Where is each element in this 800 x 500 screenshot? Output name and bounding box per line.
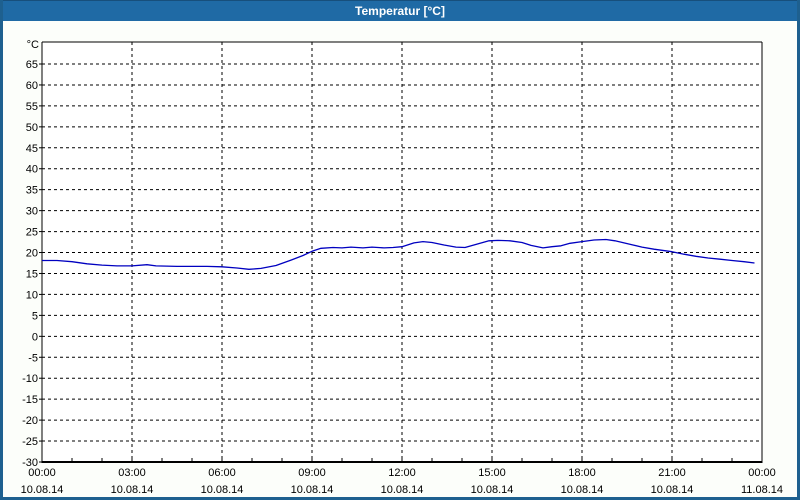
y-tick-label: 65	[26, 59, 38, 71]
plot-border	[41, 41, 763, 463]
window-title: Temperatur [°C]	[355, 4, 445, 18]
y-tick-label: 35	[26, 185, 38, 197]
y-axis-labels: °C65605550454035302520151050-5-10-15-20-…	[22, 39, 39, 469]
y-tick-label: -5	[28, 352, 38, 364]
x-tick-date-label: 10.08.14	[381, 484, 424, 496]
y-tick-label: -20	[22, 415, 38, 427]
x-tick-date-label: 10.08.14	[111, 484, 154, 496]
y-tick-label: 5	[32, 310, 38, 322]
chart-content: °C 65 60 55 50 45 40 35 30 25 20 15 10 5 0 -5 -10 -15 -20-…	[3, 21, 797, 497]
x-tick-time-label: 06:00	[208, 467, 236, 479]
y-tick-label: 55	[26, 101, 38, 113]
temperature-line	[42, 238, 755, 270]
x-tick-date-label: 10.08.14	[21, 484, 64, 496]
y-tick-label: 50	[26, 122, 38, 134]
y-tick-label: 60	[26, 80, 38, 92]
x-tick-time-label: 18:00	[568, 467, 596, 479]
x-tick-date-label: 10.08.14	[201, 484, 244, 496]
y-tick-label: 30	[26, 206, 38, 218]
y-tick-label: 0	[32, 331, 38, 343]
y-tick-label: 25	[26, 227, 38, 239]
x-tick-time-label: 09:00	[298, 467, 326, 479]
y-tick-label: -15	[22, 394, 38, 406]
x-tick-time-label: 00:00	[748, 467, 776, 479]
x-tick-date-label: 10.08.14	[291, 484, 334, 496]
gridlines	[42, 42, 762, 462]
x-tick-time-label: 03:00	[118, 467, 146, 479]
y-axis-unit-label: °C	[27, 39, 39, 51]
y-tick-label: 15	[26, 268, 38, 280]
y-tick-label: 45	[26, 143, 38, 155]
y-tick-label: -30	[22, 457, 38, 469]
x-tick-date-label: 11.08.14	[741, 484, 783, 496]
x-tick-date-label: 10.08.14	[471, 484, 514, 496]
x-tick-time-label: 15:00	[478, 467, 506, 479]
x-tick-date-label: 10.08.14	[651, 484, 694, 496]
y-tick-label: 40	[26, 164, 38, 176]
y-tick-label: 10	[26, 289, 38, 301]
titlebar[interactable]: Temperatur [°C]	[3, 0, 797, 21]
x-axis-labels: 00:00 10.08.14 03:00 10.08.14 06:00 10.08.14 0…	[21, 467, 783, 496]
y-tick-label: -25	[22, 436, 38, 448]
x-tick-time-label: 00:00	[28, 467, 56, 479]
x-tick-date-label: 10.08.14	[561, 484, 604, 496]
y-tick-label: -10	[22, 373, 38, 385]
y-tick-label: 20	[26, 248, 38, 260]
x-tick-time-label: 12:00	[388, 467, 416, 479]
x-tick-time-label: 21:00	[658, 467, 686, 479]
temperature-chart: °C65605550454035302520151050-5-10-15-20-…	[21, 39, 783, 496]
